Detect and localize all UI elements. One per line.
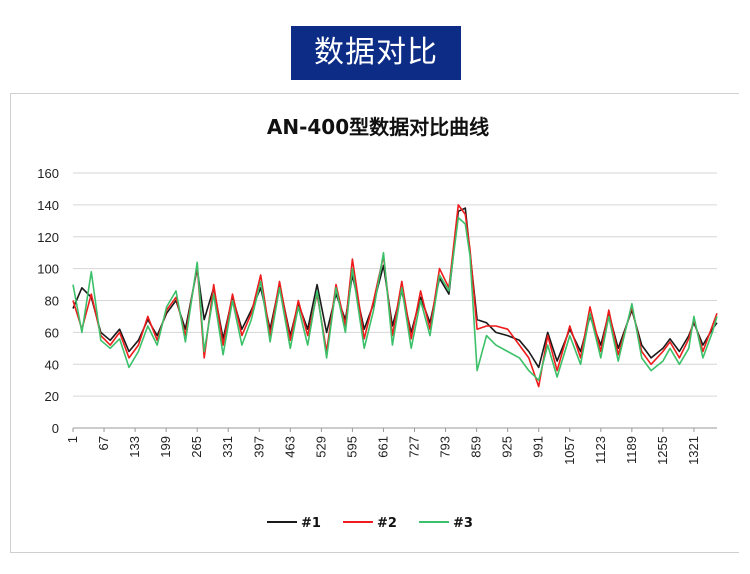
x-tick-label: 859 bbox=[469, 436, 484, 458]
x-tick-label: 265 bbox=[189, 436, 204, 458]
x-tick-label: 1255 bbox=[655, 436, 670, 465]
x-tick-label: 793 bbox=[438, 436, 453, 458]
chart-grid bbox=[73, 172, 717, 429]
y-tick-label: 40 bbox=[45, 357, 59, 372]
x-tick-label: 991 bbox=[531, 436, 546, 458]
chart-axes: 0 20 40 60 80 100 120 140 160 1 67 133 199 265 331 397 4… bbox=[37, 166, 701, 465]
line-chart: AN-400型数据对比曲线 0 20 40 60 80 100 120 140 160 1 67 13… bbox=[37, 115, 718, 531]
x-tick-label: 397 bbox=[251, 436, 266, 458]
y-tick-label: 0 bbox=[52, 421, 59, 436]
y-tick-label: 120 bbox=[37, 230, 59, 245]
y-tick-label: 100 bbox=[37, 262, 59, 277]
x-tick-label: 331 bbox=[220, 436, 235, 458]
x-tick-label: 1321 bbox=[686, 436, 701, 465]
legend-label-3: #3 bbox=[453, 516, 473, 531]
x-tick-label: 1189 bbox=[624, 436, 639, 464]
x-tick-label: 595 bbox=[344, 436, 359, 458]
y-tick-label: 60 bbox=[45, 325, 59, 340]
chart-series bbox=[72, 204, 718, 388]
x-tick-label: 661 bbox=[375, 436, 390, 458]
legend-label-2: #2 bbox=[377, 516, 397, 531]
x-tick-label: 727 bbox=[407, 436, 422, 458]
x-tick-label: 199 bbox=[158, 436, 173, 458]
x-tick-label: 67 bbox=[96, 436, 111, 450]
x-tick-label: 1057 bbox=[562, 436, 577, 465]
y-tick-label: 140 bbox=[37, 198, 59, 213]
y-tick-label: 80 bbox=[45, 294, 59, 309]
x-tick-label: 1 bbox=[65, 436, 80, 443]
x-tick-label: 1123 bbox=[593, 436, 608, 464]
y-tick-label: 20 bbox=[45, 389, 59, 404]
chart-frame: AN-400型数据对比曲线 0 20 40 60 80 100 120 140 160 1 67 13… bbox=[10, 93, 739, 553]
series-line-1 bbox=[72, 207, 718, 369]
legend-label-1: #1 bbox=[301, 516, 321, 531]
y-tick-label: 160 bbox=[37, 166, 59, 181]
x-tick-label: 925 bbox=[500, 436, 515, 458]
series-line-2 bbox=[72, 204, 718, 388]
chart-title: AN-400型数据对比曲线 bbox=[267, 115, 489, 139]
x-tick-label: 133 bbox=[127, 436, 142, 458]
series-line-3 bbox=[72, 216, 718, 382]
x-tick-label: 463 bbox=[282, 436, 297, 458]
x-tick-label: 529 bbox=[313, 436, 328, 458]
chart-legend: #1 #2 #3 bbox=[267, 516, 473, 531]
page-banner: 数据对比 bbox=[291, 26, 461, 80]
